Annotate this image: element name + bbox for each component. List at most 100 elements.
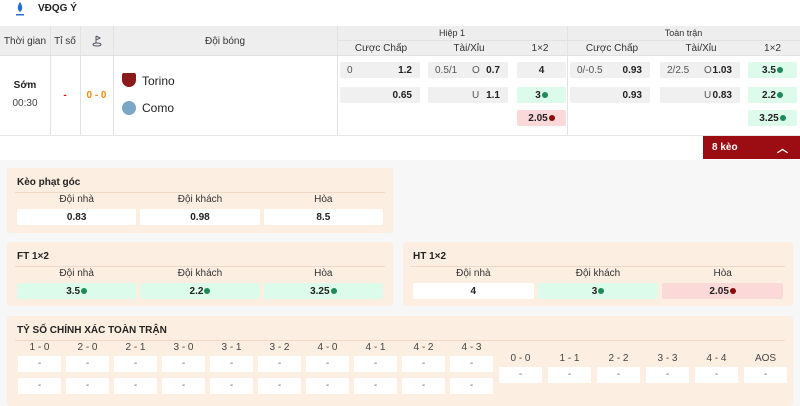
score-label: 1 - 0: [29, 342, 50, 353]
score-odds-away[interactable]: -: [162, 378, 205, 394]
score-odds-away[interactable]: -: [306, 378, 349, 394]
score-label: 1 - 1: [559, 353, 580, 364]
1x2-odds-cell[interactable]: 4: [517, 62, 566, 78]
panel-odds: 3.5: [66, 285, 81, 297]
score-label: AOS: [754, 353, 777, 364]
ou-odds: 1.1: [486, 89, 500, 101]
panel-title: TỶ SỐ CHÍNH XÁC TOÀN TRẬN: [17, 325, 167, 336]
score-odds-away[interactable]: -: [450, 378, 493, 394]
match-score: -: [63, 90, 67, 101]
ht-score: 0 - 0: [86, 90, 107, 101]
divider: [15, 340, 785, 341]
handicap-odds-cell[interactable]: 0 1.2: [340, 62, 420, 78]
1x2-odds-cell[interactable]: 3: [517, 87, 566, 103]
panel-odds: 2.2: [189, 285, 204, 297]
panel-label: Đội nhà: [456, 268, 491, 279]
score-odds-draw[interactable]: -: [695, 367, 738, 383]
panel-ht12: HT 1×2 Đội nhà 4 Đội khách 3 Hòa 2.05: [403, 242, 793, 306]
score-odds-home[interactable]: -: [66, 356, 109, 372]
score-odds-away[interactable]: -: [66, 378, 109, 394]
odds-up-dot: [204, 288, 211, 294]
table-header: [0, 26, 800, 56]
score-odds-draw[interactable]: -: [646, 367, 689, 383]
panel-odds-cell[interactable]: 4: [413, 283, 534, 299]
score-odds-away[interactable]: -: [114, 378, 157, 394]
1x2-odds-cell[interactable]: 3.5: [748, 62, 797, 78]
score-odds-away[interactable]: -: [18, 378, 61, 394]
panel-label: Đội nhà: [59, 268, 94, 279]
score-odds-home[interactable]: -: [162, 356, 205, 372]
panel-odds-cell[interactable]: 8.5: [263, 209, 383, 225]
odds-up-dot: [779, 115, 786, 121]
handicap-odds-cell[interactable]: 0.93: [570, 87, 650, 103]
odds-down-dot: [548, 115, 555, 121]
score-odds-draw[interactable]: -: [548, 367, 591, 383]
panel-odds-cell[interactable]: 3: [537, 283, 659, 299]
1x2-odds: 3.25: [759, 112, 779, 124]
panel-label: Hòa: [314, 268, 333, 279]
panel-title: Kèo phạt góc: [17, 177, 81, 188]
score-odds-home[interactable]: -: [306, 356, 349, 372]
1x2-odds: 3: [535, 89, 541, 101]
score-odds-home[interactable]: -: [210, 356, 253, 372]
odds-up-dot: [330, 288, 337, 294]
score-odds-home[interactable]: -: [258, 356, 301, 372]
handicap-odds: 0.65: [392, 89, 412, 101]
odds-up-dot: [776, 67, 783, 73]
score-odds-home[interactable]: -: [402, 356, 445, 372]
panel-odds: 4: [470, 285, 477, 297]
score-odds-draw[interactable]: -: [744, 367, 787, 383]
handicap-odds-cell[interactable]: 0/-0.5 0.93: [570, 62, 650, 78]
score-odds-away[interactable]: -: [210, 378, 253, 394]
panel-odds-cell[interactable]: 2.2: [140, 283, 260, 299]
panel-odds-cell[interactable]: 0.98: [140, 209, 260, 225]
odds-up-dot: [776, 92, 783, 98]
over-under-odds-cell[interactable]: 2/2.5 O 1.03: [660, 62, 740, 78]
match-card: [0, 0, 800, 160]
panel-odds-cell[interactable]: 0.83: [17, 209, 137, 225]
score-odds-home[interactable]: -: [450, 356, 493, 372]
score-odds-draw[interactable]: -: [499, 367, 542, 383]
over-under-odds-cell[interactable]: U 0.83: [660, 87, 740, 103]
serie-a-logo: [16, 2, 24, 16]
corner-flag-icon: [80, 26, 113, 56]
1x2-odds-cell[interactable]: 3.25: [748, 110, 797, 126]
league-name: VĐQG Ý: [38, 3, 77, 14]
panel-exact-score: TỶ SỐ CHÍNH XÁC TOÀN TRẬN 1 - 0--2 - 0--2…: [7, 316, 793, 406]
panel-odds: 2.05: [709, 285, 729, 297]
score-odds-away[interactable]: -: [258, 378, 301, 394]
ou-line: 0.5/1: [435, 64, 458, 76]
panel-odds: 0.83: [66, 211, 87, 223]
1x2-odds-cell[interactable]: 2.2: [748, 87, 797, 103]
como-logo: [122, 101, 136, 115]
chevron-up-icon: ︿: [777, 142, 788, 155]
handicap-odds: 1.2: [398, 64, 412, 76]
score-odds-away[interactable]: -: [402, 378, 445, 394]
panel-title: HT 1×2: [413, 251, 447, 262]
score-odds-home[interactable]: -: [18, 356, 61, 372]
over-under-odds-cell[interactable]: U 1.1: [428, 87, 508, 103]
away-team[interactable]: Como: [142, 101, 175, 115]
1x2-odds-cell[interactable]: 2.05: [517, 110, 566, 126]
panel-title: FT 1×2: [17, 251, 49, 262]
home-team[interactable]: Torino: [142, 74, 175, 88]
score-odds-away[interactable]: -: [354, 378, 397, 394]
handicap-line: 0/-0.5: [577, 64, 603, 76]
1x2-odds: 4: [538, 64, 545, 76]
score-odds-home[interactable]: -: [354, 356, 397, 372]
more-odds-button[interactable]: 8 kèo ︿: [703, 136, 800, 159]
panel-label: Hòa: [713, 268, 732, 279]
ou-side: U: [472, 89, 480, 101]
over-under-odds-cell[interactable]: 0.5/1 O 0.7: [428, 62, 508, 78]
handicap-odds-cell[interactable]: 0.65: [340, 87, 420, 103]
panel-odds-cell[interactable]: 3.5: [17, 283, 137, 299]
score-odds-draw[interactable]: -: [597, 367, 640, 383]
match-status: Sớm: [13, 80, 37, 91]
panel-odds-cell[interactable]: 3.25: [263, 283, 383, 299]
score-odds-home[interactable]: -: [114, 356, 157, 372]
score-label: 3 - 3: [657, 353, 678, 364]
subheader-hdp: Cược Chấp: [354, 42, 408, 54]
panel-label: Hòa: [314, 194, 333, 205]
panel-odds-cell[interactable]: 2.05: [662, 283, 783, 299]
handicap-line: 0: [347, 64, 353, 76]
